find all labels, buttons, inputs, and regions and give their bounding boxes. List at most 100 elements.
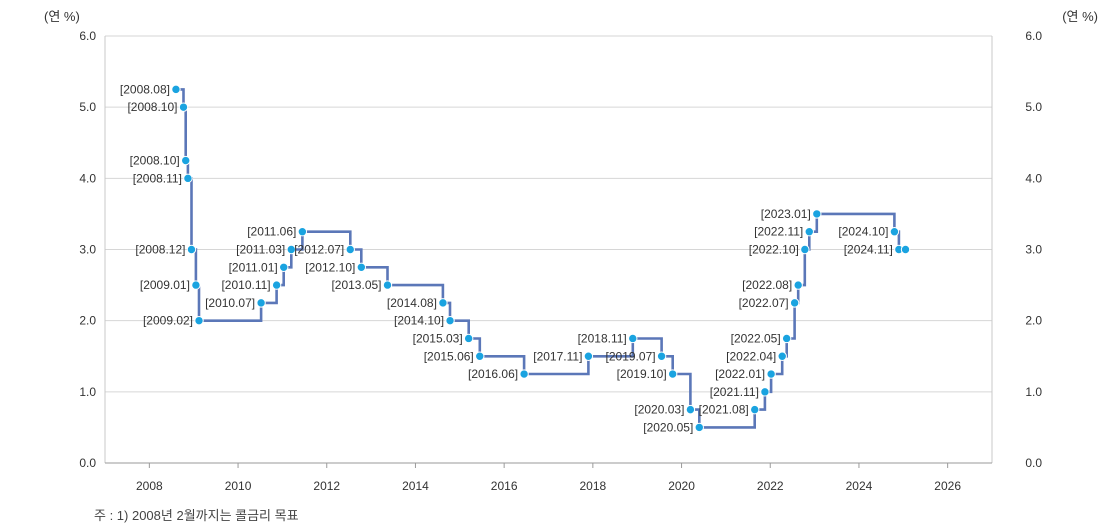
data-label: [2020.03] xyxy=(634,403,684,417)
data-label: [2015.03] xyxy=(413,331,463,345)
data-label: [2012.10] xyxy=(305,260,355,274)
data-label: [2014.10] xyxy=(394,314,444,328)
data-point xyxy=(194,315,204,326)
x-tick-label: 2018 xyxy=(579,479,606,493)
data-label: [2022.05] xyxy=(731,331,781,345)
data-point xyxy=(694,422,704,433)
base-rate-chart: 0.0 0.0 1.0 1.0 2.0 2.0 3.0 3.0 4.0 4.0 5.0 5.0 6.0 6… xyxy=(79,29,1042,493)
y-tick-label-left: 0.0 xyxy=(79,456,96,470)
data-label: [2010.07] xyxy=(205,296,255,310)
data-point xyxy=(793,280,803,290)
data-point xyxy=(256,298,266,308)
data-point xyxy=(356,262,367,272)
data-point xyxy=(183,173,193,184)
data-label: [2024.11] xyxy=(844,243,893,257)
x-tick-label: 2010 xyxy=(225,479,252,493)
data-label: [2021.11] xyxy=(710,385,759,399)
data-point xyxy=(628,333,638,344)
data-label: [2011.01] xyxy=(229,260,278,274)
data-label: [2012.07] xyxy=(294,243,344,257)
data-label: [2019.10] xyxy=(617,367,667,381)
data-label: [2008.12] xyxy=(135,243,185,257)
data-label: [2011.06] xyxy=(247,225,296,239)
x-tick-label: 2008 xyxy=(136,479,163,493)
y-tick-label-left: 1.0 xyxy=(79,385,96,399)
data-label: [2008.10] xyxy=(130,154,180,168)
y-tick-label-right: 6.0 xyxy=(1025,29,1042,43)
data-label: [2008.11] xyxy=(133,171,182,185)
x-tick-label: 2012 xyxy=(313,479,340,493)
data-point xyxy=(382,280,393,290)
data-label: [2022.01] xyxy=(715,367,765,381)
data-point xyxy=(900,244,911,255)
data-label: [2015.06] xyxy=(424,349,474,363)
data-point xyxy=(271,280,282,290)
data-point xyxy=(519,369,529,379)
data-label: [2022.10] xyxy=(749,243,799,257)
y-tick-label-right: 2.0 xyxy=(1025,314,1042,328)
data-point xyxy=(760,387,770,397)
x-tick-label: 2026 xyxy=(934,479,961,493)
data-point xyxy=(297,227,308,237)
y-tick-label-left: 5.0 xyxy=(79,100,96,114)
data-point xyxy=(812,209,822,219)
data-point xyxy=(438,298,448,308)
data-point xyxy=(777,351,787,361)
x-tick-label: 2022 xyxy=(757,479,784,493)
data-point xyxy=(750,404,760,415)
data-label: [2018.11] xyxy=(578,331,627,345)
data-point xyxy=(186,244,197,255)
data-label: [2022.11] xyxy=(754,225,803,239)
data-point xyxy=(766,369,776,379)
data-point xyxy=(463,333,474,344)
data-label: [2022.07] xyxy=(739,296,789,310)
data-label: [2009.02] xyxy=(143,314,193,328)
left-axis-unit: (연 %) xyxy=(44,9,80,24)
data-label: [2023.01] xyxy=(761,207,811,221)
data-point xyxy=(804,227,814,237)
data-point xyxy=(800,244,810,255)
data-label: [2022.08] xyxy=(742,278,792,292)
data-point xyxy=(178,102,189,112)
data-point xyxy=(583,351,594,361)
data-label: [2014.08] xyxy=(387,296,437,310)
data-label: [2008.08] xyxy=(120,82,170,96)
y-tick-label-left: 4.0 xyxy=(79,171,96,185)
y-tick-label-right: 4.0 xyxy=(1025,171,1042,185)
data-point xyxy=(171,84,181,95)
data-label: [2013.05] xyxy=(331,278,381,292)
data-point xyxy=(475,351,485,361)
x-tick-label: 2016 xyxy=(491,479,518,493)
data-point xyxy=(181,155,191,166)
data-point xyxy=(286,244,296,255)
data-point xyxy=(889,227,900,237)
data-point xyxy=(789,298,800,308)
data-label: [2016.06] xyxy=(468,367,518,381)
y-tick-label-left: 6.0 xyxy=(79,29,96,43)
data-label: [2020.05] xyxy=(643,420,693,434)
data-label: [2008.10] xyxy=(127,100,177,114)
right-axis-unit: (연 %) xyxy=(1062,9,1098,24)
data-point xyxy=(685,404,696,415)
data-markers xyxy=(171,84,911,433)
y-tick-label-right: 1.0 xyxy=(1025,385,1042,399)
y-tick-label-right: 0.0 xyxy=(1025,456,1042,470)
data-label: [2017.11] xyxy=(533,349,582,363)
data-point xyxy=(345,244,355,255)
y-tick-label-left: 3.0 xyxy=(79,243,96,257)
data-label: [2019.07] xyxy=(606,349,656,363)
data-point xyxy=(445,315,455,326)
data-label: [2024.10] xyxy=(838,225,888,239)
y-tick-label-right: 3.0 xyxy=(1025,243,1042,257)
data-label: [2010.11] xyxy=(221,278,270,292)
y-tick-label-right: 5.0 xyxy=(1025,100,1042,114)
footnote: 주 : 1) 2008년 2월까지는 콜금리 목표 xyxy=(94,508,299,523)
data-point xyxy=(781,333,792,344)
x-tick-label: 2014 xyxy=(402,479,429,493)
data-label: [2021.08] xyxy=(699,403,749,417)
data-label: [2022.04] xyxy=(726,349,776,363)
data-point xyxy=(667,369,678,379)
data-point xyxy=(191,280,201,290)
data-label: [2011.03] xyxy=(236,243,285,257)
data-label: [2009.01] xyxy=(140,278,190,292)
